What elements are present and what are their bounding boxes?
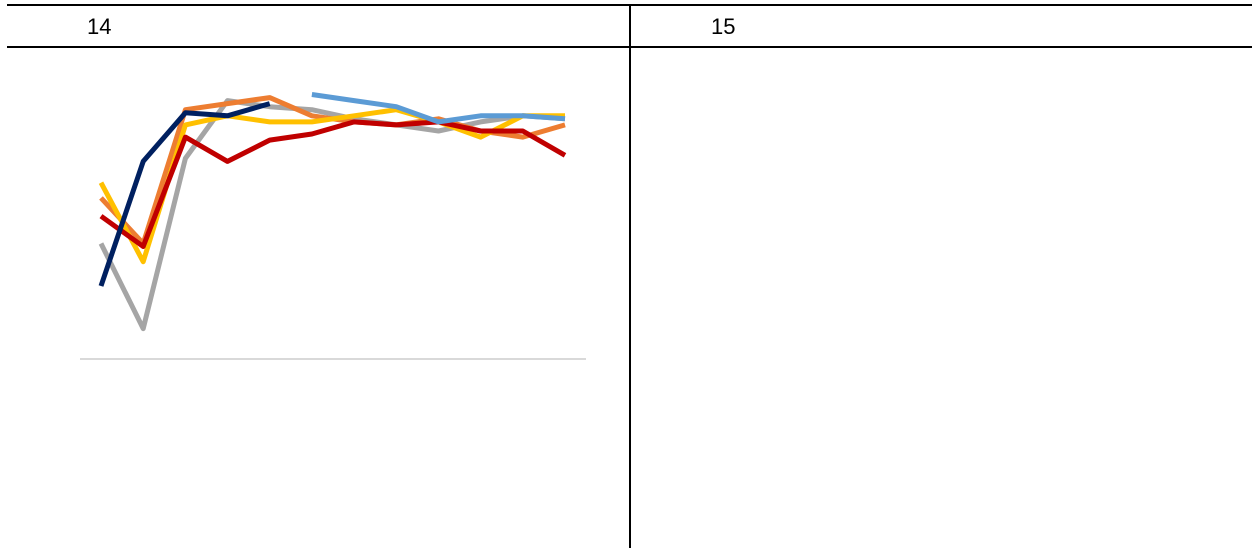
series-line-4 <box>99 119 567 249</box>
series-line-5 <box>311 92 566 125</box>
series-group <box>98 92 567 332</box>
panel-divider <box>629 4 631 548</box>
series-line-3 <box>98 107 565 265</box>
series-line-1 <box>98 98 566 332</box>
panel-label-left: 14 <box>87 14 112 39</box>
series-line-6 <box>98 101 271 287</box>
panel-label-right: 15 <box>711 14 736 39</box>
